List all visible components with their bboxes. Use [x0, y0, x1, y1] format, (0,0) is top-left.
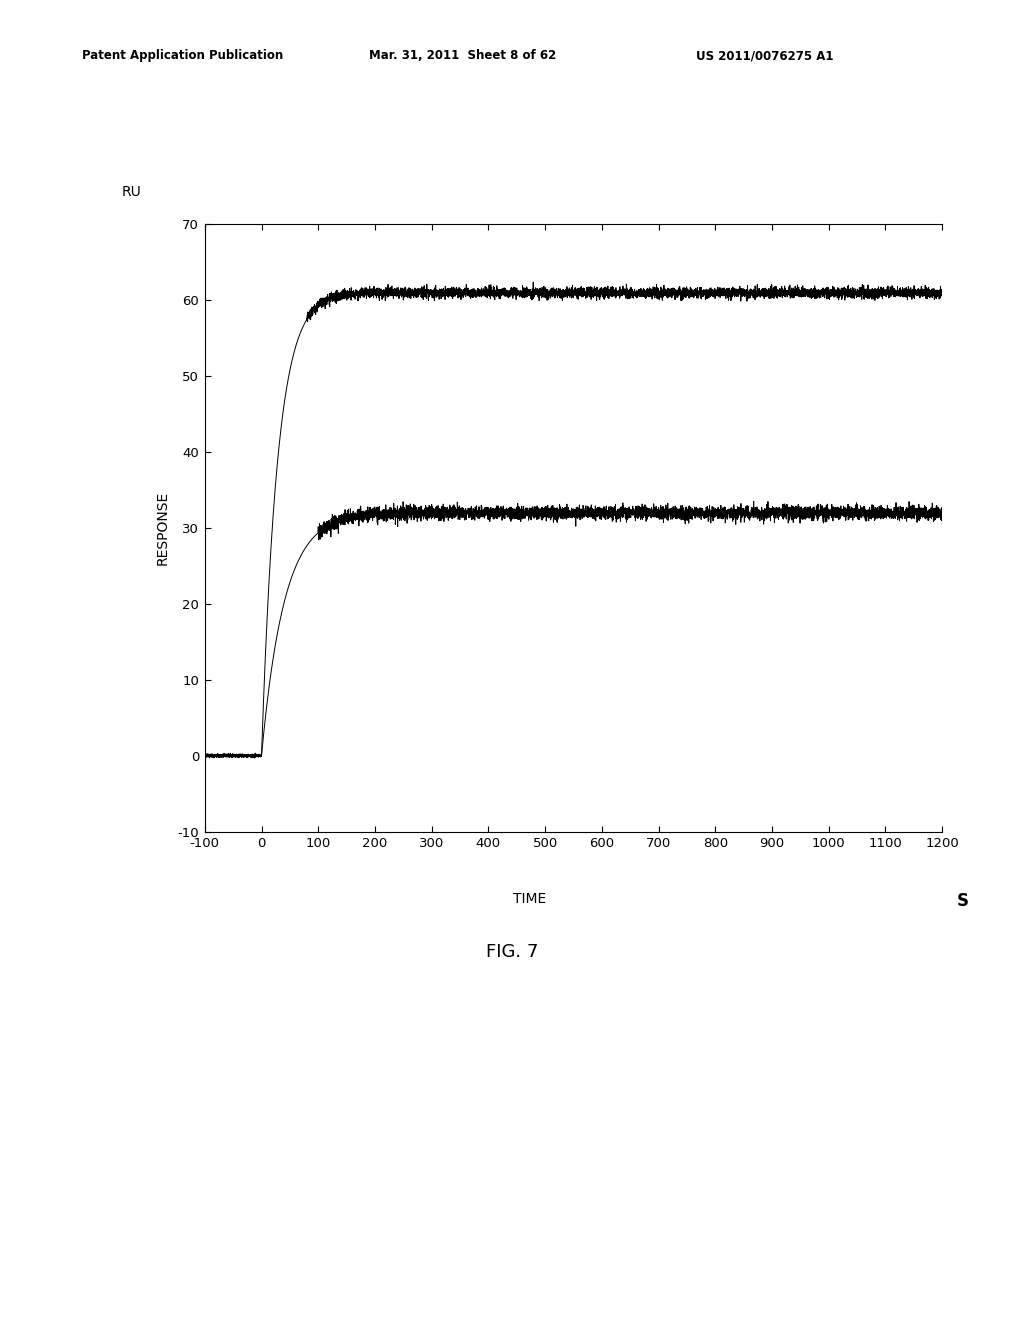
Text: RU: RU	[122, 185, 141, 199]
Text: TIME: TIME	[513, 892, 546, 907]
Text: S: S	[956, 892, 969, 911]
Text: US 2011/0076275 A1: US 2011/0076275 A1	[696, 49, 834, 62]
Text: FIG. 7: FIG. 7	[485, 942, 539, 961]
Y-axis label: RESPONSE: RESPONSE	[156, 491, 169, 565]
Text: Mar. 31, 2011  Sheet 8 of 62: Mar. 31, 2011 Sheet 8 of 62	[369, 49, 556, 62]
Text: Patent Application Publication: Patent Application Publication	[82, 49, 284, 62]
